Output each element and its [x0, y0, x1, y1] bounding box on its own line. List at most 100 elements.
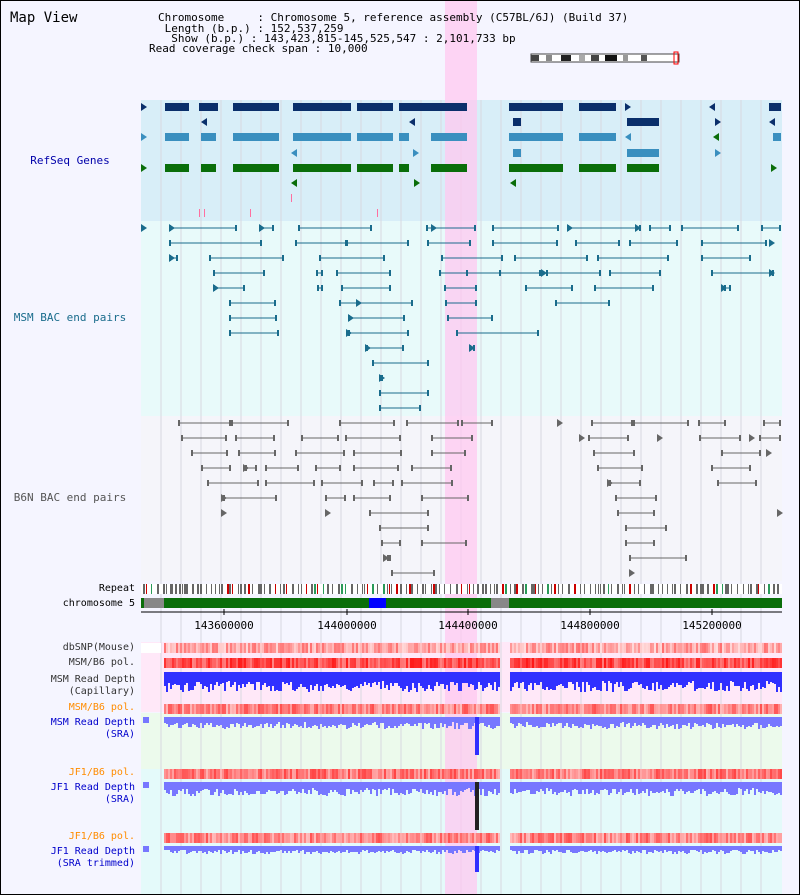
msm-pol2-heat-cell [206, 704, 208, 714]
msm-depth-cap-bar [242, 672, 244, 684]
msm-pol-heat-cell [214, 658, 216, 668]
jf1-depth-trim-bar [398, 846, 400, 853]
jf1-depth-trim-bar [656, 846, 658, 851]
msm-depth-cap-bar [204, 672, 206, 686]
msm-bac-pair-end [539, 270, 541, 276]
dbsnp-heat-cell [282, 643, 284, 653]
msm-pol2-heat-cell [510, 704, 512, 714]
repeat-element [535, 584, 536, 594]
dbsnp-heat-cell [332, 643, 334, 653]
dbsnp-heat-cell [448, 643, 450, 653]
msm-pol2-heat-cell [630, 704, 632, 714]
jf1-depth-sra-bar [604, 782, 606, 789]
jf1-pol-heat-cell [462, 769, 464, 779]
msm-pol-heat-cell [386, 658, 388, 668]
jf1-depth-trim-bar [464, 846, 466, 853]
msm-b6-pol-label: MSM/B6 pol. [68, 657, 135, 668]
jf1-depth-trim-bar [632, 846, 634, 851]
jf1-depth-sra-bar [164, 782, 166, 790]
dbsnp-heat-cell [434, 643, 436, 653]
msm-depth-cap-bar [198, 672, 200, 682]
jf1-pol-heat-cell [284, 769, 286, 779]
b6n-bac-pair-end [625, 540, 627, 546]
dbsnp-heat-cell [620, 643, 622, 653]
jf1-pol-heat-cell [272, 769, 274, 779]
repeat-element [634, 584, 635, 594]
msm-pol-heat-cell [312, 658, 314, 668]
jf1-pol2-heat-cell [608, 833, 610, 843]
msm-bac-pair-end [263, 270, 265, 276]
jf1-depth-trim-bar [242, 846, 244, 851]
jf1-pol-heat-cell [684, 769, 686, 779]
jf1-depth-trim-bar [714, 846, 716, 851]
msm-pol2-heat-cell [734, 704, 736, 714]
jf1-depth-sra-bar [462, 782, 464, 792]
repeat-element [731, 584, 732, 594]
msm-pol-heat-cell [314, 658, 316, 668]
msm-pol-heat-cell [762, 658, 764, 668]
msm-pol2-heat-cell [310, 704, 312, 714]
jf1-depth-trim-bar [552, 846, 554, 850]
msm-pol2-heat-cell [344, 704, 346, 714]
msm-pol2-heat-cell [200, 704, 202, 714]
msm-pol2-heat-cell [326, 704, 328, 714]
msm-pol-heat-cell [240, 658, 242, 668]
jf1-depth-sra-bar [602, 782, 604, 790]
gene-strand-arrow [607, 479, 613, 487]
msm-pol-heat-cell [468, 658, 470, 668]
msm-pol-heat-cell [334, 658, 336, 668]
jf1-depth-trim-bar [570, 846, 572, 852]
msm-depth-cap-bar [244, 672, 246, 687]
jf1-pol2-heat-cell [594, 833, 596, 843]
msm-depth-sra-bar [562, 717, 564, 728]
msm-pol2-heat-cell [276, 704, 278, 714]
msm-pol-heat-cell [164, 658, 166, 668]
jf1-pol-heat-cell [648, 769, 650, 779]
jf1-depth-trim-bar [630, 846, 632, 854]
dbsnp-heat-cell [656, 643, 658, 653]
jf1-pol-heat-cell [578, 769, 580, 779]
jf1-pol-heat-cell [738, 769, 740, 779]
jf1-pol2-heat-cell [540, 833, 542, 843]
jf1-pol-heat-cell [316, 769, 318, 779]
repeat-element [473, 584, 474, 594]
ideogram-band [591, 55, 599, 61]
dbsnp-heat-cell [218, 643, 220, 653]
msm-depth-sra-bar [422, 717, 424, 729]
refseq-gene-block [431, 103, 467, 111]
jf1-pol-heat-cell [424, 769, 426, 779]
jf1-pol2-heat-cell [580, 833, 582, 843]
dbsnp-heat-cell [370, 643, 372, 653]
msm-pol-heat-cell [368, 658, 370, 668]
b6n-bac-pair-end [631, 420, 633, 426]
msm-bac-pair-end [336, 270, 338, 276]
msm-depth-cap-bar [168, 672, 170, 683]
msm-depth-cap-bar [530, 672, 532, 683]
jf1-depth-trim-bar [206, 846, 208, 854]
jf1-depth-sra-bar [594, 782, 596, 795]
jf1-depth-trim-bar [382, 846, 384, 851]
repeat-element [314, 584, 316, 594]
jf1-depth-trim-bar [648, 846, 650, 852]
msm-depth-cap-bar [620, 672, 622, 682]
jf1-pol2-heat-cell [562, 833, 564, 843]
jf1-pol-heat-cell [762, 769, 764, 779]
msm-depth-sra-bar [314, 717, 316, 725]
dbsnp-heat-cell [322, 643, 324, 653]
msm-depth-cap-bar [548, 672, 550, 690]
msm-pol-heat-cell [780, 658, 782, 668]
msm-pol2-heat-cell [352, 704, 354, 714]
jf1-depth-sra-bar [728, 782, 730, 794]
gene-strand-arrow [713, 133, 719, 141]
msm-depth-sra-bar [284, 717, 286, 728]
msm-depth-cap-bar [172, 672, 174, 685]
jf1-pol-heat-cell [512, 769, 514, 779]
dbsnp-heat-cell [206, 643, 208, 653]
dbsnp-heat-cell [574, 643, 576, 653]
b6n-bac-pair-end [615, 495, 617, 501]
msm-depth-sra-bar [404, 717, 406, 724]
msm-depth-cap-bar [362, 672, 364, 686]
jf1-depth-sra-bar [608, 782, 610, 795]
jf1-pol2-heat-cell [560, 833, 562, 843]
